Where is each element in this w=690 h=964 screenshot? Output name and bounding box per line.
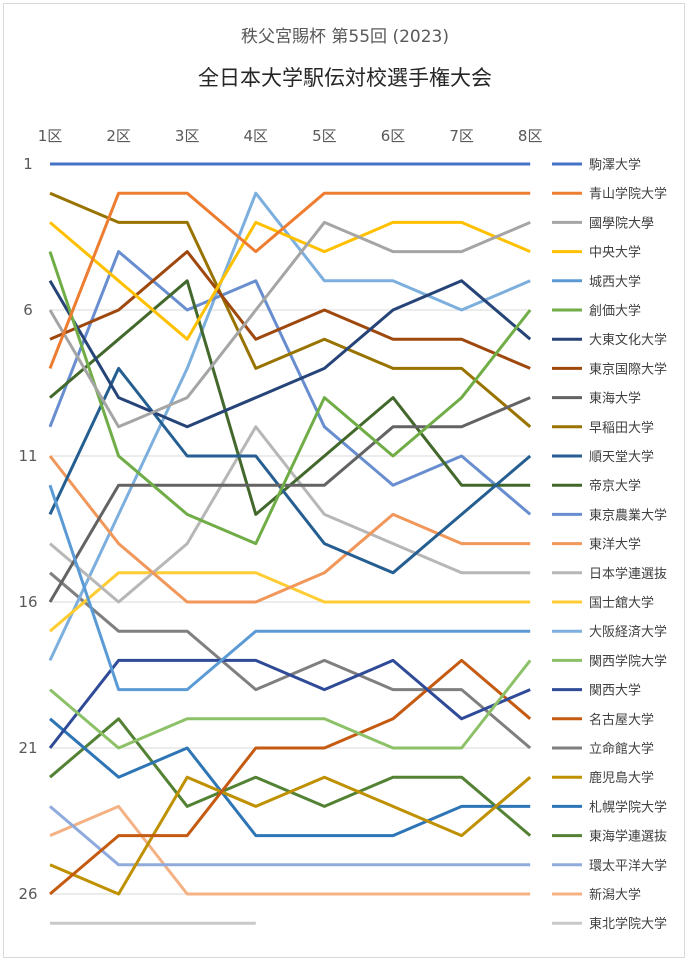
legend-label: 国士舘大学 xyxy=(589,595,654,611)
legend-label: 新潟大学 xyxy=(589,887,641,903)
legend-label: 東海大学 xyxy=(589,391,641,407)
legend-label: 駒澤大学 xyxy=(589,157,641,173)
series-line xyxy=(49,658,532,896)
legend-label: 東京国際大学 xyxy=(589,361,667,377)
chart-subtitle: 秩父宮賜杯 第55回 (2023) xyxy=(241,27,449,47)
series-line xyxy=(49,220,531,341)
series-line xyxy=(49,425,531,604)
legend-label: 東洋大学 xyxy=(589,537,641,553)
legend-label: 創価大学 xyxy=(589,303,641,319)
chart-title: 全日本大学駅伝対校選手権大会 xyxy=(198,66,492,90)
series-line xyxy=(49,191,532,428)
legend-label: 大阪経済大学 xyxy=(589,624,667,640)
gridlines xyxy=(50,163,530,895)
series-lines xyxy=(48,162,532,925)
y-tick-label: 16 xyxy=(18,593,37,611)
y-tick-label: 6 xyxy=(23,301,33,319)
series-line xyxy=(48,220,531,429)
x-tick-label: 8区 xyxy=(518,127,543,145)
x-tick-label: 7区 xyxy=(449,127,474,145)
legend-label: 順天堂大学 xyxy=(589,449,654,465)
x-tick-label: 4区 xyxy=(244,127,269,145)
legend-label: 東海学連選抜 xyxy=(589,829,667,845)
legend-label: 國學院大學 xyxy=(589,216,654,231)
chart-area xyxy=(3,3,685,958)
series-line xyxy=(49,250,531,370)
legend-label: 早稲田大学 xyxy=(589,420,654,436)
legend-label: 名古屋大学 xyxy=(589,712,654,728)
legend: 駒澤大学青山学院大学國學院大學中央大学城西大学創価大学大東文化大学東京国際大学東… xyxy=(552,157,667,932)
legend-label: 大東文化大学 xyxy=(589,332,667,348)
x-tick-label: 2区 xyxy=(106,127,131,145)
legend-label: 中央大学 xyxy=(589,245,641,261)
x-tick-label: 1区 xyxy=(38,127,63,145)
y-tick-label: 1 xyxy=(23,155,33,173)
series-line xyxy=(49,717,531,838)
legend-label: 鹿児島大学 xyxy=(589,770,654,786)
series-line xyxy=(48,455,531,604)
series-line xyxy=(48,251,532,546)
series-line xyxy=(49,659,532,750)
series-line xyxy=(49,775,532,896)
legend-label: 東京農業大学 xyxy=(589,507,667,523)
legend-label: 東北学院大学 xyxy=(589,916,667,932)
legend-label: 関西学院大学 xyxy=(589,653,667,669)
series-line xyxy=(48,366,532,575)
y-tick-label: 26 xyxy=(18,885,37,903)
legend-label: 札幌学院大学 xyxy=(589,799,667,815)
legend-label: 帝京大学 xyxy=(589,478,641,494)
x-tick-label: 3区 xyxy=(175,127,200,145)
series-line xyxy=(49,804,531,896)
series-line xyxy=(48,396,531,603)
legend-label: 青山学院大学 xyxy=(589,186,667,202)
legend-label: 関西大学 xyxy=(589,683,641,699)
legend-label: 環太平洋大学 xyxy=(589,858,667,874)
series-line xyxy=(49,805,531,867)
x-tick-label: 6区 xyxy=(381,127,406,145)
series-line xyxy=(48,484,531,692)
legend-label: 城西大学 xyxy=(589,274,641,290)
x-axis-ticks: 1区 2区 3区 4区 5区 6区 7区 8区 xyxy=(38,127,543,145)
x-tick-label: 5区 xyxy=(312,127,337,145)
legend-label: 立命館大学 xyxy=(589,741,654,757)
legend-label: 日本学連選抜 xyxy=(589,566,667,582)
y-tick-label: 11 xyxy=(18,447,37,465)
series-line xyxy=(48,279,532,429)
y-tick-label: 21 xyxy=(18,739,37,757)
series-line xyxy=(48,658,531,749)
series-line xyxy=(48,191,531,369)
